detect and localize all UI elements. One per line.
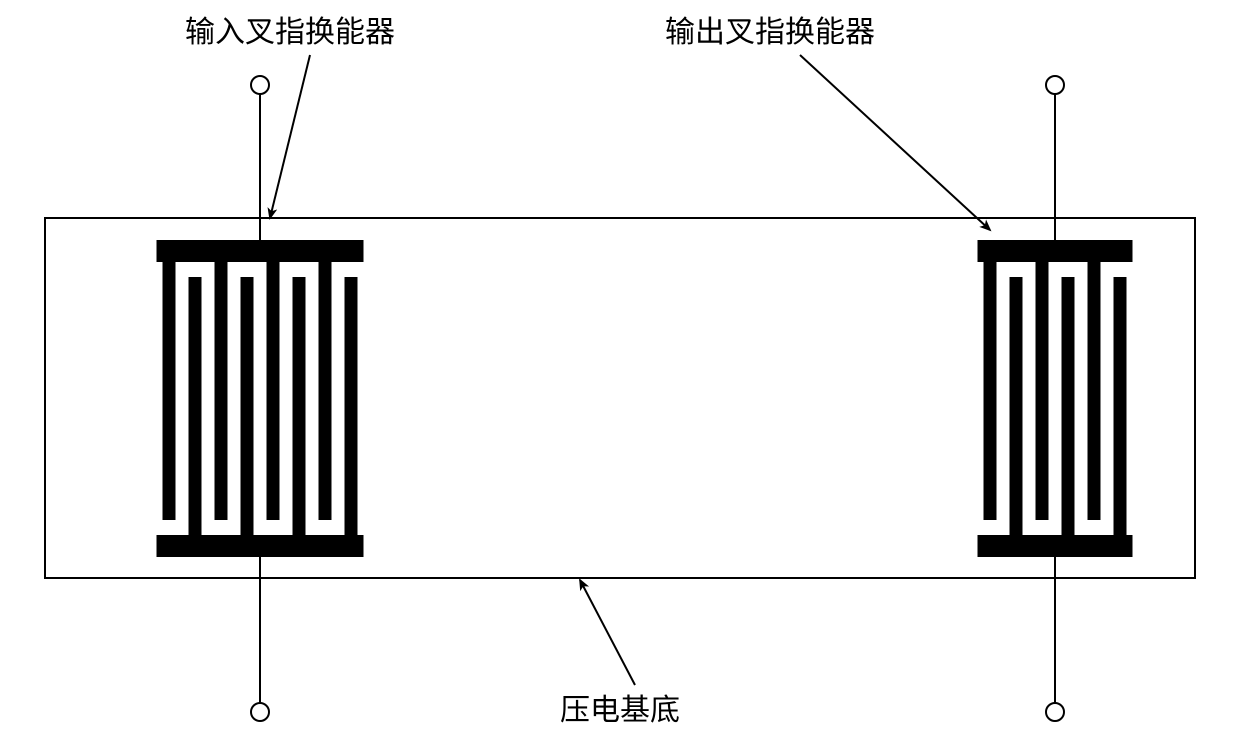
terminal-circle: [1046, 703, 1064, 721]
label-input-idt: 输入叉指换能器: [185, 16, 395, 49]
input-idt-finger: [163, 262, 176, 520]
arrow-substrate: [580, 580, 635, 685]
output-idt-finger: [984, 262, 997, 520]
input-idt-finger: [267, 262, 280, 520]
label-output-idt: 输出叉指换能器: [665, 16, 875, 49]
terminal-circle: [251, 76, 269, 94]
output-idt-top-busbar: [978, 240, 1133, 262]
input-idt-finger: [215, 262, 228, 520]
input-idt-bottom-busbar: [157, 535, 364, 557]
terminal-circle: [251, 703, 269, 721]
input-idt-finger: [241, 277, 254, 535]
output-idt-bottom-busbar: [978, 535, 1133, 557]
output-idt-finger: [1036, 262, 1049, 520]
output-idt: [978, 240, 1133, 557]
input-idt-finger: [189, 277, 202, 535]
input-idt-top-busbar: [157, 240, 364, 262]
input-idt-finger: [293, 277, 306, 535]
label-substrate: 压电基底: [560, 694, 680, 727]
arrow-output-idt: [800, 55, 990, 230]
input-idt-finger: [345, 277, 358, 535]
output-idt-finger: [1088, 262, 1101, 520]
output-idt-finger: [1010, 277, 1023, 535]
input-idt: [157, 240, 364, 557]
output-idt-finger: [1062, 277, 1075, 535]
output-idt-finger: [1114, 277, 1127, 535]
arrow-input-idt: [270, 55, 310, 218]
input-idt-finger: [319, 262, 332, 520]
terminal-circle: [1046, 76, 1064, 94]
